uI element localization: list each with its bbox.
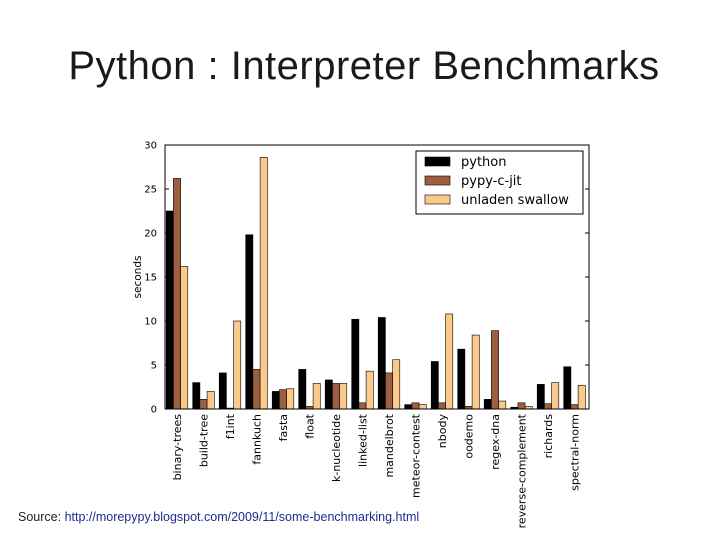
bar bbox=[332, 383, 340, 410]
bar bbox=[577, 384, 586, 410]
bar bbox=[430, 361, 439, 410]
bar bbox=[279, 389, 287, 410]
category-label: spectral-norm bbox=[569, 414, 582, 491]
bar bbox=[457, 348, 466, 410]
bar bbox=[259, 157, 268, 410]
y-tick-label: 15 bbox=[144, 273, 157, 284]
bar bbox=[218, 372, 227, 410]
bar bbox=[206, 391, 215, 410]
legend-label: unladen swallow bbox=[461, 193, 569, 208]
source-prefix: Source: bbox=[18, 510, 65, 524]
slide-title: Python : Interpreter Benchmarks bbox=[68, 44, 660, 88]
bar bbox=[165, 210, 174, 410]
y-tick-label: 10 bbox=[144, 317, 157, 328]
bar bbox=[365, 370, 374, 410]
bar bbox=[404, 404, 413, 410]
x-axis: binary-trees build-tree f1int fannkuch fasta… bbox=[171, 413, 582, 528]
bar bbox=[570, 404, 579, 410]
bar bbox=[536, 384, 545, 410]
category-label: float bbox=[304, 413, 317, 438]
y-tick-label: 0 bbox=[151, 405, 157, 416]
bar bbox=[271, 391, 280, 410]
bar bbox=[392, 359, 401, 410]
y-axis-label: seconds bbox=[132, 256, 144, 299]
y-tick-label: 20 bbox=[144, 229, 157, 240]
bar bbox=[324, 379, 333, 410]
bar bbox=[358, 402, 367, 410]
bar bbox=[517, 402, 526, 410]
category-label: reverse-complement bbox=[516, 413, 529, 528]
legend-label: pypy-c-jit bbox=[461, 174, 522, 189]
bar bbox=[563, 366, 572, 410]
bar bbox=[483, 399, 492, 410]
bar bbox=[471, 334, 480, 410]
bar bbox=[377, 317, 386, 410]
bar bbox=[286, 388, 295, 410]
bar bbox=[173, 178, 181, 410]
legend-label: python bbox=[461, 155, 506, 170]
category-label: binary-trees bbox=[171, 414, 184, 481]
y-tick-label: 5 bbox=[151, 361, 157, 372]
bar bbox=[418, 404, 427, 410]
category-label: richards bbox=[542, 414, 555, 459]
category-label: f1int bbox=[224, 413, 237, 439]
category-label: k-nucleotide bbox=[330, 414, 343, 482]
bar bbox=[544, 403, 552, 410]
legend-swatch bbox=[424, 194, 451, 205]
source-link[interactable]: http://morepypy.blogspot.com/2009/11/som… bbox=[64, 510, 420, 524]
category-label: fasta bbox=[277, 414, 290, 441]
bar bbox=[192, 382, 201, 410]
bar bbox=[233, 320, 242, 410]
category-label: regex-dna bbox=[489, 414, 502, 470]
legend-swatch bbox=[424, 175, 451, 186]
bar bbox=[411, 402, 420, 410]
bar bbox=[498, 400, 507, 410]
bar bbox=[339, 383, 348, 410]
category-label: oodemo bbox=[463, 414, 476, 459]
y-tick-label: 25 bbox=[144, 185, 157, 196]
bar bbox=[312, 383, 321, 410]
category-label: linked-list bbox=[357, 413, 370, 467]
bar bbox=[491, 330, 499, 410]
bar bbox=[180, 266, 189, 410]
bar bbox=[351, 318, 360, 410]
legend: python pypy-c-jit unladen swallow bbox=[415, 150, 584, 215]
bar bbox=[438, 402, 446, 410]
category-label: mandelbrot bbox=[383, 413, 396, 477]
bar bbox=[199, 399, 208, 410]
y-tick-label: 30 bbox=[144, 141, 157, 152]
category-label: build-tree bbox=[198, 414, 211, 467]
category-label: nbody bbox=[436, 414, 449, 449]
category-label: meteor-contest bbox=[410, 413, 423, 498]
bar bbox=[298, 369, 307, 410]
source-line: Source: http://morepypy.blogspot.com/200… bbox=[18, 510, 419, 524]
bar bbox=[245, 234, 254, 410]
legend-swatch bbox=[424, 156, 451, 167]
bar bbox=[385, 372, 393, 410]
bar bbox=[445, 313, 454, 410]
bar bbox=[252, 369, 261, 410]
category-label: fannkuch bbox=[251, 414, 264, 465]
y-axis: 0 5 10 15 20 25 30 bbox=[144, 141, 589, 416]
bar bbox=[551, 382, 560, 410]
